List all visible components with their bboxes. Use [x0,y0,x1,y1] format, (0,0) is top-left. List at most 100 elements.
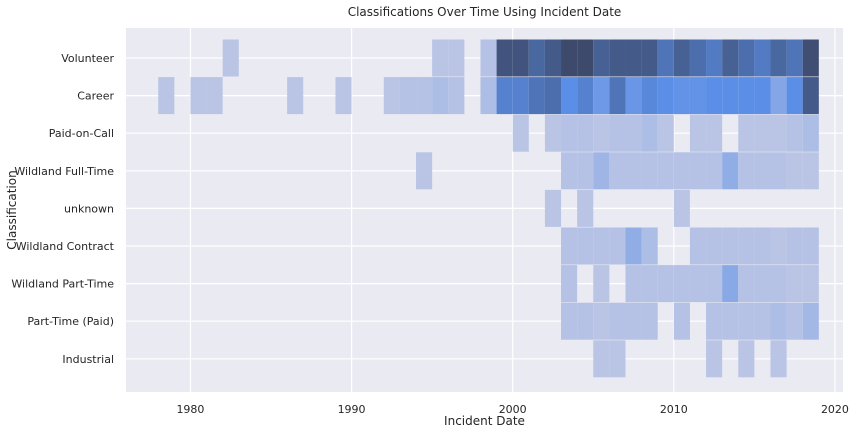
heatmap-cell [802,265,819,303]
heatmap-cell [593,39,610,77]
heatmap-cell [770,340,787,378]
y-axis-label: Classification [5,170,19,249]
heatmap-cell [577,77,594,115]
heatmap-cell [673,265,690,303]
heatmap-cell [577,152,594,190]
heatmap-cell [754,265,771,303]
heatmap-cell [416,77,433,115]
heatmap-cell [609,340,626,378]
heatmap-cell [770,302,787,340]
y-tick-label: Volunteer [61,52,114,65]
heatmap-cell [432,39,449,77]
heatmap-cell [561,114,578,152]
heatmap-cell [706,39,723,77]
y-tick-label: Industrial [62,353,114,366]
heatmap-cell [593,265,610,303]
y-tick-label: Part-Time (Paid) [27,315,114,328]
heatmap-cell [641,77,658,115]
heatmap-cell [641,114,658,152]
y-tick-labels: Volunteer Career Paid-on-Call Wildland Full… [11,52,114,366]
heatmap-cell [673,39,690,77]
heatmap-cell [512,77,529,115]
heatmap-cell [673,152,690,190]
heatmap-cell [802,227,819,265]
heatmap-cell [689,152,707,190]
heatmap-cell [657,152,674,190]
heatmap-cell [625,265,642,303]
heatmap-cell [689,114,707,152]
heatmap-cell [786,39,803,77]
heatmap-cell [722,39,739,77]
heatmap-cell [689,265,707,303]
heatmap-cell [770,114,787,152]
heatmap-cell [706,227,723,265]
heatmap-cell [609,114,626,152]
heatmap-cell [577,114,594,152]
heatmap-cell [657,265,674,303]
heatmap-cell [770,152,787,190]
heatmap-cell [593,152,610,190]
heatmap-cell [448,39,465,77]
heatmap-cell [383,77,400,115]
heatmap-cell [657,114,674,152]
heatmap-cell [206,77,223,115]
heatmap-cell [722,227,739,265]
heatmap-cell [625,39,642,77]
heatmap-cell [770,77,787,115]
heatmap-cell [641,39,658,77]
heatmap-cell [609,302,626,340]
x-axis-label: Incident Date [444,414,525,428]
heatmap-cell [609,77,626,115]
heatmap-cell [577,227,594,265]
heatmap-cell [754,152,771,190]
heatmap-cell [544,39,562,77]
heatmap-cell [561,265,578,303]
heatmap-cell [544,77,562,115]
heatmap-cell [561,77,578,115]
heatmap-cell [689,39,707,77]
heatmap-cell [335,77,352,115]
heatmap-cell [754,302,771,340]
heatmap-cell [625,302,642,340]
heatmap-cell [625,77,642,115]
heatmap-cell [544,189,562,227]
heatmap-cell [561,227,578,265]
heatmap-cell [706,340,723,378]
heatmap-cell [738,114,755,152]
heatmap-cell [706,152,723,190]
heatmap-cell [754,227,771,265]
heatmap-cell [738,340,755,378]
heatmap-cell [673,302,690,340]
heatmap-cell [577,39,594,77]
heatmap-cell [432,77,449,115]
heatmap-cell [641,302,658,340]
heatmap-cell [786,152,803,190]
heatmap-cell [641,152,658,190]
heatmap-cell [738,302,755,340]
heatmap-cell [561,302,578,340]
heatmap-cell [593,77,610,115]
heatmap-cell [722,265,739,303]
heatmap-cell [738,152,755,190]
heatmap-cell [625,114,642,152]
x-tick-label: 2000 [499,403,527,416]
y-tick-label: Wildland Part-Time [11,278,114,291]
heatmap-cell [706,265,723,303]
heatmap-cell [416,152,433,190]
heatmap-cell [738,77,755,115]
heatmap-cell [593,340,610,378]
heatmap-cell [528,39,545,77]
heatmap-cell [802,302,819,340]
heatmap-cells [158,39,819,378]
chart-title: Classifications Over Time Using Incident… [348,5,622,19]
heatmap-cell [689,77,707,115]
heatmap-cell [625,227,642,265]
heatmap-cell [754,114,771,152]
heatmap-cell [738,265,755,303]
heatmap-cell [496,39,513,77]
heatmap-cell [480,39,497,77]
heatmap-cell [609,39,626,77]
heatmap-cell [399,77,417,115]
heatmap-cell [786,114,803,152]
